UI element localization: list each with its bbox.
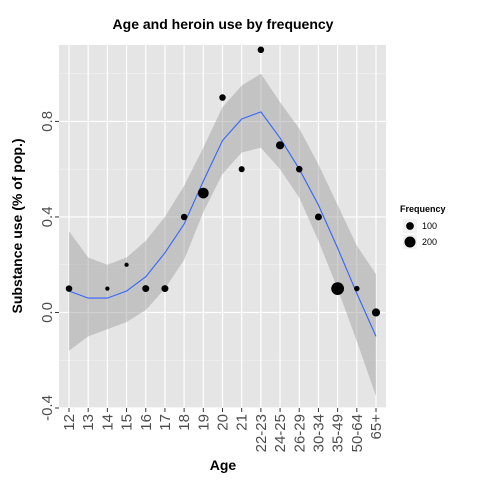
- legend-label: 200: [422, 237, 437, 247]
- confidence-band: [69, 73, 376, 397]
- y-tick-label: -0.4: [39, 395, 56, 421]
- data-point: [295, 165, 303, 173]
- x-tick-label: 15: [119, 414, 136, 431]
- data-point: [275, 141, 285, 150]
- y-axis-title: Substance use (% of pop.): [9, 138, 25, 313]
- data-point: [331, 282, 345, 295]
- y-tick-label: 0.0: [39, 302, 56, 323]
- x-tick-label: 21: [234, 414, 251, 431]
- grid-lines: [59, 45, 386, 409]
- data-point: [257, 46, 265, 54]
- x-tick-label: 26-29: [291, 414, 308, 452]
- y-tick-label: 0.8: [39, 111, 56, 132]
- data-point: [180, 213, 188, 221]
- x-tick-label: 13: [80, 414, 97, 431]
- x-tick-label: 12: [61, 414, 78, 431]
- x-tick-label: 50-64: [349, 414, 366, 452]
- y-tick-label: 0.4: [39, 206, 56, 227]
- legend-title: Frequency: [400, 204, 446, 214]
- data-point: [197, 187, 209, 199]
- y-axis: -0.4 0.0 0.4 0.8: [39, 111, 59, 421]
- data-point: [238, 166, 245, 173]
- data-point: [354, 285, 360, 292]
- chart-title: Age and heroin use by frequency: [113, 16, 334, 32]
- x-axis: 12 13 14 15 16 17 18 19 20 21 22-23 24-25 26-29 30-34…: [61, 408, 385, 452]
- data-point: [124, 262, 129, 267]
- smooth-line: [68, 111, 377, 337]
- legend-label: 100: [422, 221, 437, 231]
- data-point: [161, 285, 169, 293]
- x-tick-label: 19: [195, 414, 212, 431]
- x-tick-label: 14: [99, 414, 116, 431]
- data-point: [219, 94, 226, 101]
- data-point: [65, 285, 73, 292]
- data-point: [371, 308, 381, 317]
- x-tick-label: 24-25: [272, 414, 289, 452]
- data-point: [314, 213, 322, 221]
- legend-symbol: [404, 236, 416, 248]
- x-tick-label: 16: [138, 414, 155, 431]
- data-points: [65, 46, 381, 317]
- x-tick-label: 18: [176, 414, 193, 431]
- data-point: [142, 285, 150, 293]
- x-tick-label: 22-23: [253, 414, 270, 452]
- x-tick-label: 35-49: [330, 414, 347, 452]
- x-tick-label: 17: [157, 414, 174, 431]
- x-axis-title: Age: [210, 457, 237, 473]
- legend: Frequency 100 200: [400, 204, 446, 249]
- legend-symbol: [406, 222, 414, 230]
- x-tick-label: 30-34: [310, 414, 327, 452]
- data-point: [105, 286, 110, 291]
- x-tick-label: 20: [215, 414, 232, 431]
- x-tick-label: 65+: [368, 414, 385, 440]
